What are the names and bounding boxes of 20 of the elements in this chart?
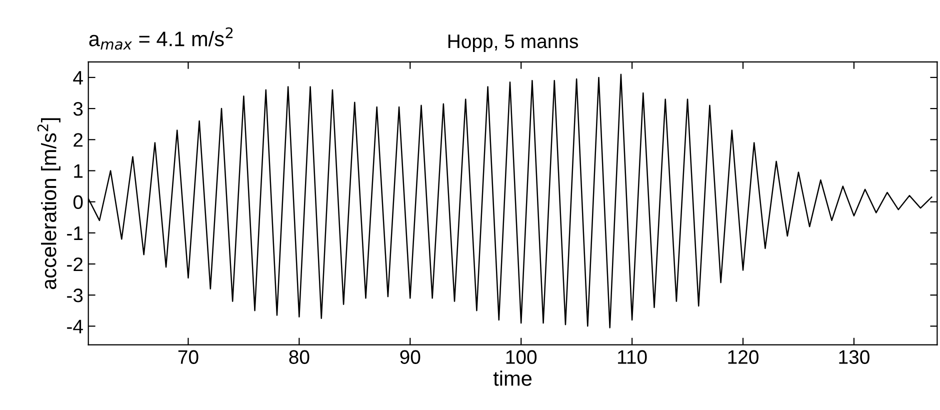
text: a$_{max}$ = 4.1 m/s$^{2}$ <box>89 27 233 50</box>
x-tick-label: 90 <box>400 350 420 364</box>
x-tick-label: 110 <box>618 350 647 364</box>
y-tick-label: -3 <box>67 288 83 302</box>
y-axis-title: acceleration [m/s$^{2}$] <box>37 118 60 290</box>
x-tick-label: 80 <box>289 350 310 364</box>
y-tick-label: 1 <box>74 164 83 178</box>
y-tick-label: 3 <box>73 102 83 116</box>
y-tick-label: -1 <box>67 226 83 240</box>
y-tick-label: 0 <box>73 195 83 210</box>
y-tick-label: -2 <box>67 257 83 272</box>
x-tick-label: 100 <box>506 350 537 364</box>
x-axis-title: time <box>493 370 532 386</box>
y-tick-label: -4 <box>67 320 83 334</box>
y-tick-label: 4 <box>73 71 83 84</box>
x-tick-label: 120 <box>728 350 758 364</box>
y-tick-label: 2 <box>74 133 83 147</box>
chart-title: Hopp, 5 manns <box>448 34 578 52</box>
x-tick-label: 130 <box>839 350 870 364</box>
x-tick-label: 70 <box>178 350 198 364</box>
